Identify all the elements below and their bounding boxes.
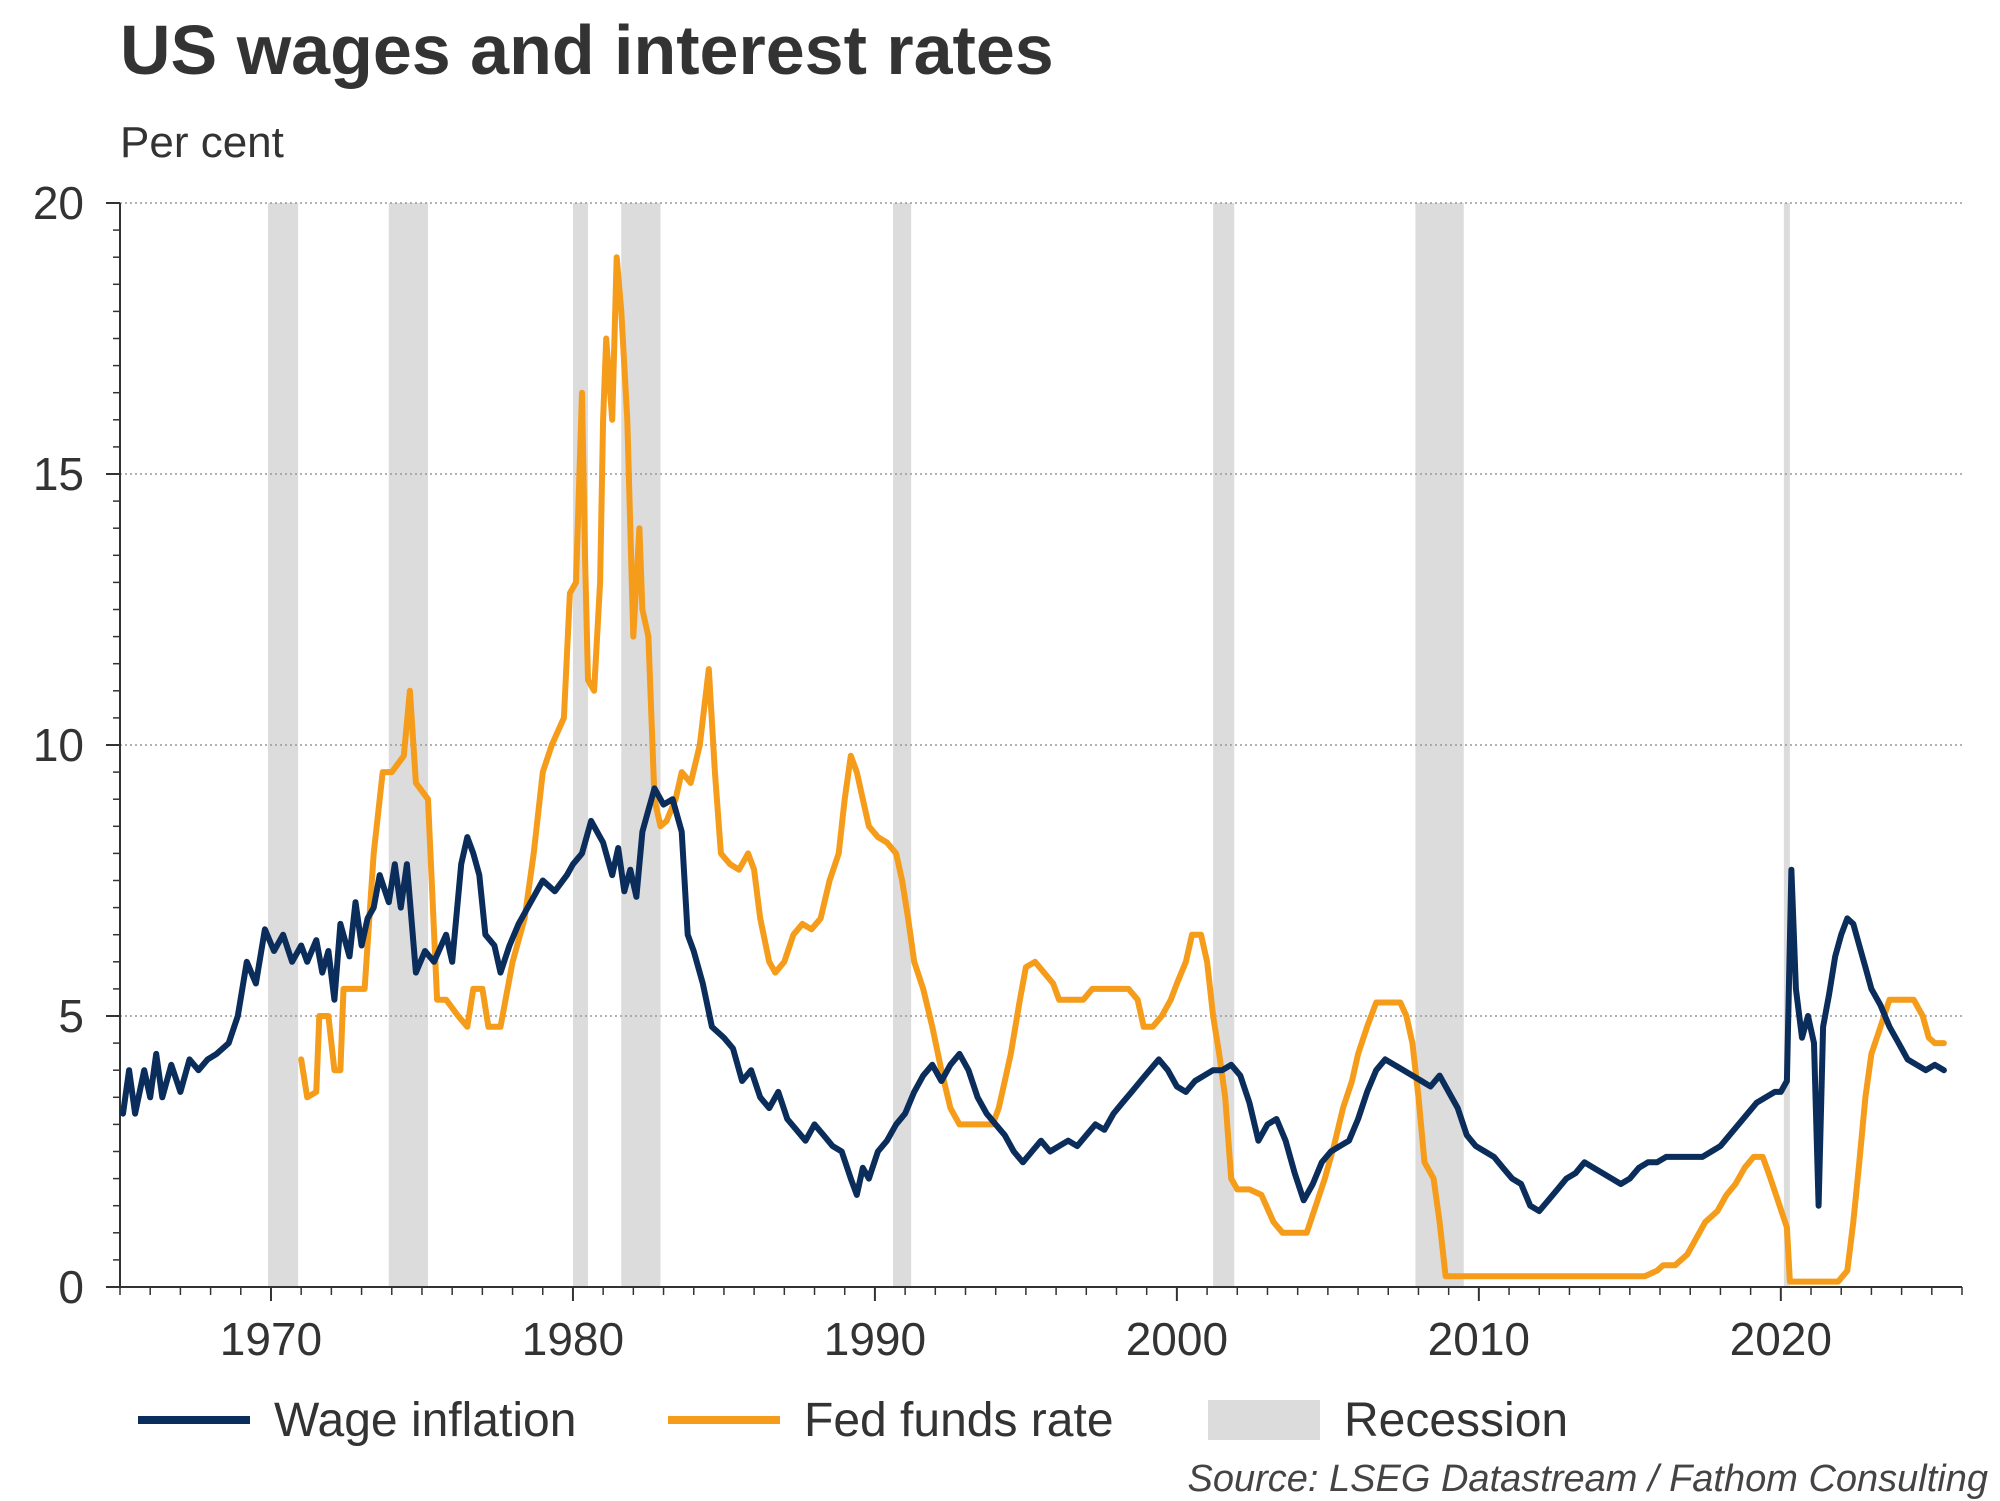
y-tick-label-5: 5 bbox=[58, 990, 84, 1042]
x-tick-label-2010: 2010 bbox=[1428, 1313, 1530, 1365]
fed-funds-rate-line bbox=[298, 254, 1947, 1285]
axes: 0 5 10 15 20 1970 1980 1990 2000 2010 2020 bbox=[33, 177, 1963, 1365]
wage-inflation-line bbox=[120, 785, 1947, 1215]
series-lines bbox=[120, 254, 1947, 1285]
legend-item-wage-inflation: Wage inflation bbox=[138, 1390, 576, 1450]
legend-swatch-recession bbox=[1208, 1400, 1320, 1440]
x-tick-label-2020: 2020 bbox=[1730, 1313, 1832, 1365]
recession-band-0 bbox=[267, 203, 299, 1287]
recession-band-1 bbox=[388, 203, 429, 1287]
chart-plot: 0 5 10 15 20 1970 1980 1990 2000 2010 2020 bbox=[33, 177, 1963, 1365]
chart-title: US wages and interest rates bbox=[120, 11, 1054, 89]
legend-label-fed-funds-rate: Fed funds rate bbox=[804, 1393, 1114, 1447]
y-tick-label-10: 10 bbox=[33, 719, 84, 771]
recession-band-5 bbox=[1213, 203, 1235, 1287]
y-tick-label-0: 0 bbox=[58, 1261, 84, 1313]
y-axis-unit-label: Per cent bbox=[120, 118, 284, 167]
legend-label-wage-inflation: Wage inflation bbox=[274, 1393, 577, 1447]
x-tick-label-2000: 2000 bbox=[1126, 1313, 1228, 1365]
x-tick-label-1990: 1990 bbox=[824, 1313, 926, 1365]
source-note: Source: LSEG Datastream / Fathom Consult… bbox=[1187, 1458, 1988, 1500]
gridlines bbox=[120, 202, 1962, 1017]
x-tick-label-1980: 1980 bbox=[522, 1313, 624, 1365]
legend-item-fed-funds-rate: Fed funds rate bbox=[668, 1390, 1114, 1450]
y-tick-label-15: 15 bbox=[33, 448, 84, 500]
legend-item-recession: Recession bbox=[1208, 1390, 1568, 1450]
legend-swatch-fed-funds-rate bbox=[668, 1416, 780, 1424]
legend-label-recession: Recession bbox=[1344, 1393, 1569, 1447]
y-tick-label-20: 20 bbox=[33, 177, 84, 229]
x-tick-label-1970: 1970 bbox=[220, 1313, 322, 1365]
legend-swatch-wage-inflation bbox=[138, 1416, 250, 1424]
